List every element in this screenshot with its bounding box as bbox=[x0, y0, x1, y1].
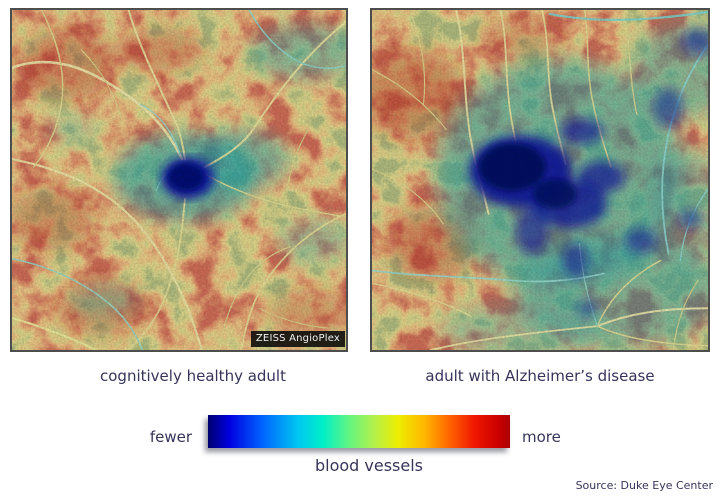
legend-label-more: more bbox=[522, 428, 561, 446]
legend-title: blood vessels bbox=[314, 456, 424, 475]
caption-alzheimers: adult with Alzheimer’s disease bbox=[425, 367, 655, 385]
healthy-retina-scan-svg bbox=[12, 10, 346, 350]
source-credit: Source: Duke Eye Center bbox=[575, 479, 713, 492]
legend-label-fewer: fewer bbox=[149, 428, 192, 446]
alzheimers-retina-image bbox=[370, 8, 710, 352]
legend-gradient-bar bbox=[208, 415, 510, 448]
healthy-retina-image: ZEISS AngioPlex bbox=[10, 8, 348, 352]
caption-healthy: cognitively healthy adult bbox=[100, 367, 286, 385]
alzheimers-retina-scan-svg bbox=[372, 10, 708, 350]
zeiss-angioplex-watermark: ZEISS AngioPlex bbox=[250, 331, 345, 347]
